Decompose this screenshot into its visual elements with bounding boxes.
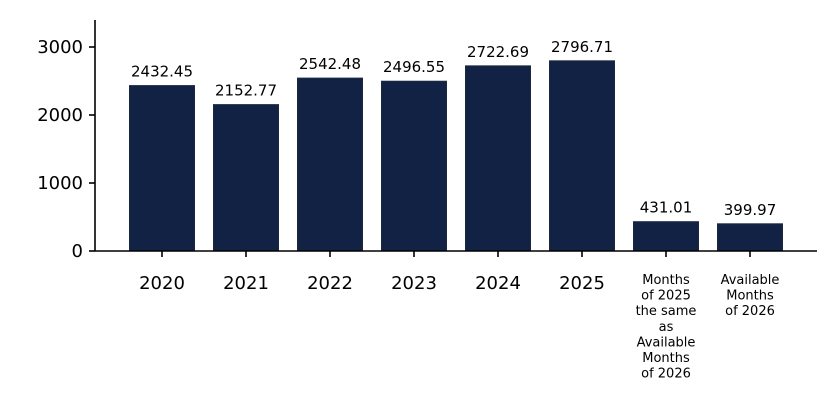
data-label: 2496.55 — [383, 58, 445, 76]
bar — [129, 85, 195, 252]
x-tick-label-line: Months — [726, 289, 774, 304]
y-axis-ticks: 0 1000 2000 3000 — [37, 37, 95, 262]
y-tick-label: 0 — [72, 241, 83, 262]
y-tick-label: 2000 — [37, 105, 83, 126]
x-tick-label: 2022 — [307, 273, 353, 294]
data-label: 2432.45 — [131, 63, 193, 81]
x-tick-label: 2023 — [391, 273, 437, 294]
y-tick-label: 1000 — [37, 173, 83, 194]
x-tick-label-line: Months — [642, 273, 690, 288]
data-label: 2152.77 — [215, 82, 277, 100]
bar — [381, 80, 447, 252]
data-label: 2722.69 — [467, 43, 529, 61]
bar — [297, 77, 363, 252]
x-tick-label-line: Available — [637, 335, 696, 350]
data-label: 2796.71 — [551, 38, 613, 56]
data-label: 2542.48 — [299, 55, 361, 73]
x-tick-label: 2021 — [223, 273, 269, 294]
bar — [213, 104, 279, 252]
x-tick-label-line: of 2026 — [641, 367, 691, 382]
x-tick-label-line: as — [659, 320, 674, 335]
bars-group — [129, 60, 783, 252]
x-tick-label: 2025 — [559, 273, 605, 294]
x-tick-label: 2024 — [475, 273, 521, 294]
bar — [717, 223, 783, 252]
bar — [633, 221, 699, 252]
x-tick-label-line: of 2025 — [641, 289, 691, 304]
bar — [549, 60, 615, 252]
x-tick-label: Months of 2025 the same as Available Months of… — [636, 273, 697, 382]
x-tick-label-line: Available — [721, 273, 780, 288]
data-label: 431.01 — [640, 199, 693, 217]
x-tick-label: 2020 — [139, 273, 185, 294]
x-tick-label-line: of 2026 — [725, 304, 775, 319]
x-tick-label: Available Months of 2026 — [721, 273, 780, 319]
bar — [465, 65, 531, 252]
x-axis-ticks: 2020 2021 2022 2023 2024 2025 Months of 2025 the… — [139, 251, 779, 382]
data-labels-group: 2432.45 2152.77 2542.48 2496.55 2722.69 2796.… — [131, 38, 776, 219]
x-tick-label-line: Months — [642, 351, 690, 366]
data-label: 399.97 — [724, 201, 777, 219]
x-tick-label-line: the same — [636, 304, 697, 319]
y-tick-label: 3000 — [37, 37, 83, 58]
